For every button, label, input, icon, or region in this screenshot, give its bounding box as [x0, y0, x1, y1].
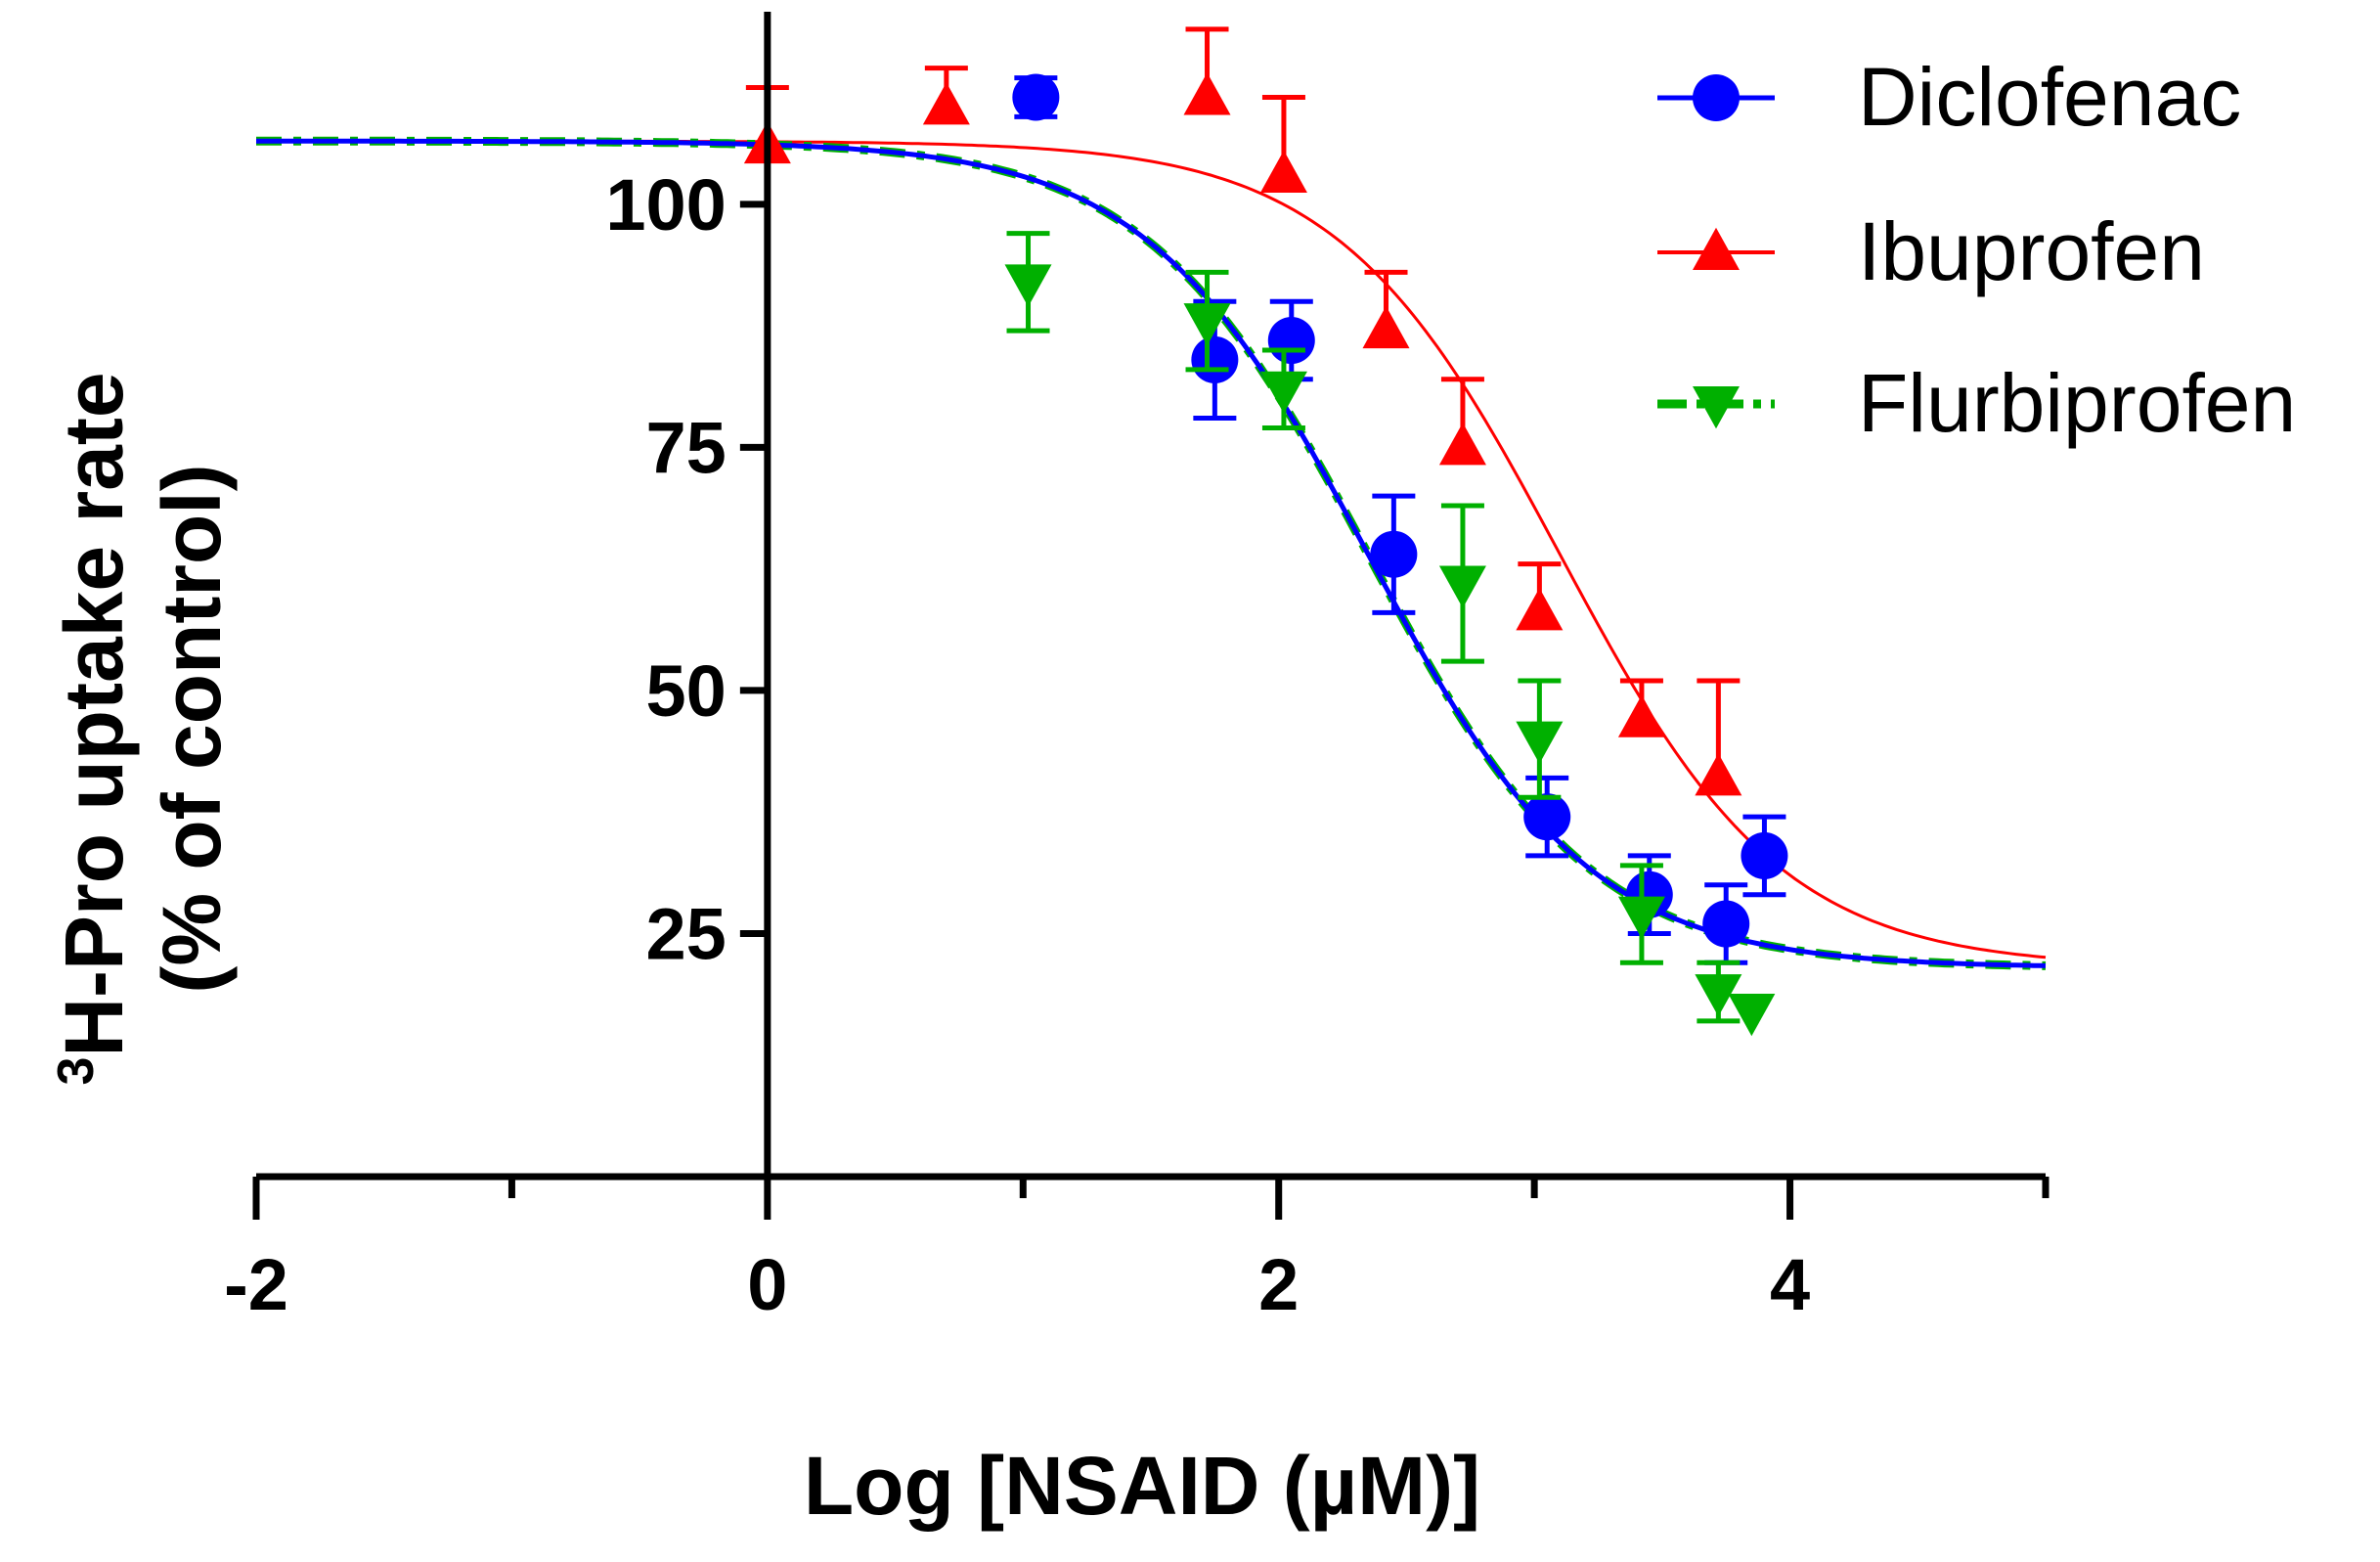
data-point-ibuprofen	[1695, 753, 1742, 796]
y-axis-label-line1: 3H-Pro uptake rate	[48, 372, 140, 1085]
data-point-diclofenac	[1370, 530, 1418, 578]
legend-marker-flurbiprofen	[1693, 386, 1740, 429]
data-point-flurbiprofen	[1004, 264, 1052, 307]
data-point-flurbiprofen	[1695, 974, 1742, 1017]
axes: -2 0 2 4 25 50 75 100	[224, 12, 2049, 1325]
data-point-flurbiprofen	[1183, 303, 1231, 346]
x-tick-label: -2	[224, 1244, 288, 1325]
x-tick-label: 2	[1258, 1244, 1299, 1325]
data-point-diclofenac	[1702, 900, 1750, 948]
legend-label-ibuprofen: Ibuprofen	[1858, 205, 2205, 297]
data-point-ibuprofen	[922, 82, 970, 125]
data-point-ibuprofen	[1183, 72, 1231, 115]
legend: Diclofenac Ibuprofen Flurbiprofen	[1657, 51, 2296, 449]
legend-label-flurbiprofen: Flurbiprofen	[1858, 357, 2296, 449]
fit-curve-diclofenac	[256, 138, 2047, 968]
x-tick-label: 4	[1770, 1244, 1810, 1325]
data-point-diclofenac	[1741, 831, 1788, 879]
data-point-flurbiprofen	[1259, 371, 1307, 414]
series-flurbiprofen	[1004, 231, 1776, 1037]
data-point-diclofenac	[1012, 73, 1060, 121]
data-point-ibuprofen	[1438, 423, 1486, 466]
data-point-flurbiprofen	[1438, 565, 1486, 608]
data-point-flurbiprofen	[1728, 993, 1776, 1037]
data-point-ibuprofen	[1259, 150, 1307, 194]
data-point-diclofenac	[1191, 335, 1239, 383]
data-point-ibuprofen	[1516, 588, 1564, 631]
y-tick-label: 50	[646, 650, 727, 732]
plot-area	[256, 26, 2047, 1037]
data-point-flurbiprofen	[1617, 896, 1665, 939]
y-axis-superscript: 3	[48, 1057, 105, 1086]
y-axis-title: 3H-Pro uptake rate (% of control)	[48, 372, 238, 1085]
legend-label-diclofenac: Diclofenac	[1858, 51, 2241, 143]
data-point-diclofenac	[1523, 793, 1571, 841]
data-point-ibuprofen	[1617, 694, 1665, 737]
y-tick-label: 75	[646, 407, 727, 488]
y-tick-label: 25	[646, 893, 727, 974]
data-point-diclofenac	[1267, 317, 1315, 365]
data-point-flurbiprofen	[1516, 721, 1564, 764]
x-axis-title: Log [NSAID (µM)]	[804, 1440, 1480, 1532]
y-tick-label: 100	[605, 164, 726, 245]
x-tick-label: 0	[747, 1244, 787, 1325]
fit-curve-ibuprofen	[256, 139, 2047, 960]
legend-marker-diclofenac	[1693, 74, 1740, 121]
x-axis-label: Log [NSAID (µM)]	[804, 1440, 1480, 1532]
y-axis-label-line2: (% of control)	[146, 464, 238, 993]
data-point-ibuprofen	[1362, 305, 1410, 349]
y-axis-label-main: H-Pro uptake rate	[48, 372, 140, 1056]
series-diclofenac	[1012, 73, 1788, 965]
legend-marker-ibuprofen	[1693, 227, 1740, 270]
